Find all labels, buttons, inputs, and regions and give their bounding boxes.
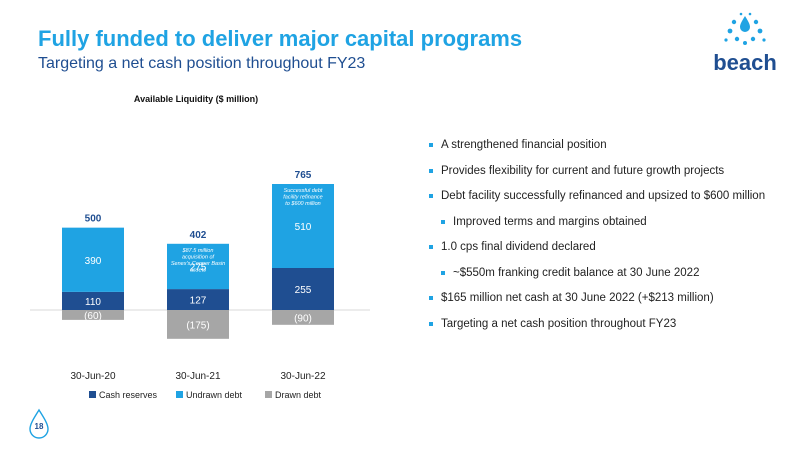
segment-value-label: 275	[190, 262, 207, 273]
segment-value-label: (60)	[84, 311, 102, 322]
bar-segment-cash-reserves	[62, 291, 124, 310]
sub-bullet-item: Improved terms and margins obtained	[428, 215, 798, 241]
bar-segment-undrawn-debt	[272, 184, 334, 269]
segment-value-label: 127	[190, 296, 207, 307]
bar-segment-cash-reserves	[167, 289, 229, 310]
bullet-item: Debt facility successfully refinanced an…	[428, 189, 798, 215]
segment-value-label: (175)	[186, 320, 209, 331]
key-points-list: A strengthened financial position Provide…	[428, 138, 798, 342]
bar-annotation: $87.5 million acquisition of Senex's Coope…	[171, 248, 225, 273]
segment-value-label: 390	[85, 256, 102, 267]
bar-total-label: 402	[190, 230, 207, 241]
segment-value-label: 255	[295, 285, 312, 296]
x-tick-label: 30-Jun-22	[280, 371, 325, 382]
water-droplets-logo-icon	[724, 12, 766, 45]
legend-label: Cash reserves	[99, 390, 158, 400]
page-number-badge: 18	[24, 408, 54, 442]
bullet-item: $165 million net cash at 30 June 2022 (+…	[428, 291, 798, 317]
bar-segment-undrawn-debt	[167, 243, 229, 290]
page-title: Fully funded to deliver major capital pr…	[38, 26, 523, 51]
x-tick-label: 30-Jun-20	[70, 371, 115, 382]
page-subtitle: Targeting a net cash position throughout…	[38, 55, 366, 72]
beach-logo: beach	[700, 12, 790, 77]
bullet-item: A strengthened financial position	[428, 138, 798, 164]
sub-bullet-item: ~$550m franking credit balance at 30 Jun…	[428, 266, 798, 292]
segment-value-label: (90)	[294, 313, 312, 324]
legend-swatch	[89, 391, 96, 398]
bar-segment-cash-reserves	[272, 268, 334, 310]
bar-total-label: 765	[295, 170, 312, 181]
bullet-item: Targeting a net cash position throughout…	[428, 317, 798, 343]
legend-swatch	[265, 391, 272, 398]
bars-group: 110 390 (60) 500 30-Jun-20 127 275 (175) 402 $87.…	[30, 170, 370, 382]
legend-swatch	[176, 391, 183, 398]
bullet-item: 1.0 cps final dividend declared	[428, 240, 798, 266]
liquidity-chart: Available Liquidity ($ million) 110 390 (6…	[30, 94, 370, 400]
legend-label: Undrawn debt	[186, 390, 243, 400]
bar-segment-drawn-debt	[167, 310, 229, 339]
droplet-icon	[29, 408, 49, 439]
logo-wordmark: beach	[713, 50, 777, 75]
bar-segment-drawn-debt	[272, 310, 334, 325]
segment-value-label: 510	[295, 222, 312, 233]
bar-segment-undrawn-debt	[62, 227, 124, 292]
bullet-item: Provides flexibility for current and fut…	[428, 164, 798, 190]
chart-legend: Cash reserves Undrawn debt Drawn debt	[89, 390, 322, 400]
bar-annotation: Successful debt facility refinance to $600…	[283, 188, 323, 207]
x-tick-label: 30-Jun-21	[175, 371, 220, 382]
chart-title: Available Liquidity ($ million)	[134, 94, 258, 104]
bar-total-label: 500	[85, 214, 102, 225]
legend-label: Drawn debt	[275, 390, 322, 400]
segment-value-label: 110	[85, 297, 101, 308]
bar-segment-drawn-debt	[62, 310, 124, 320]
page-number: 18	[34, 422, 44, 431]
